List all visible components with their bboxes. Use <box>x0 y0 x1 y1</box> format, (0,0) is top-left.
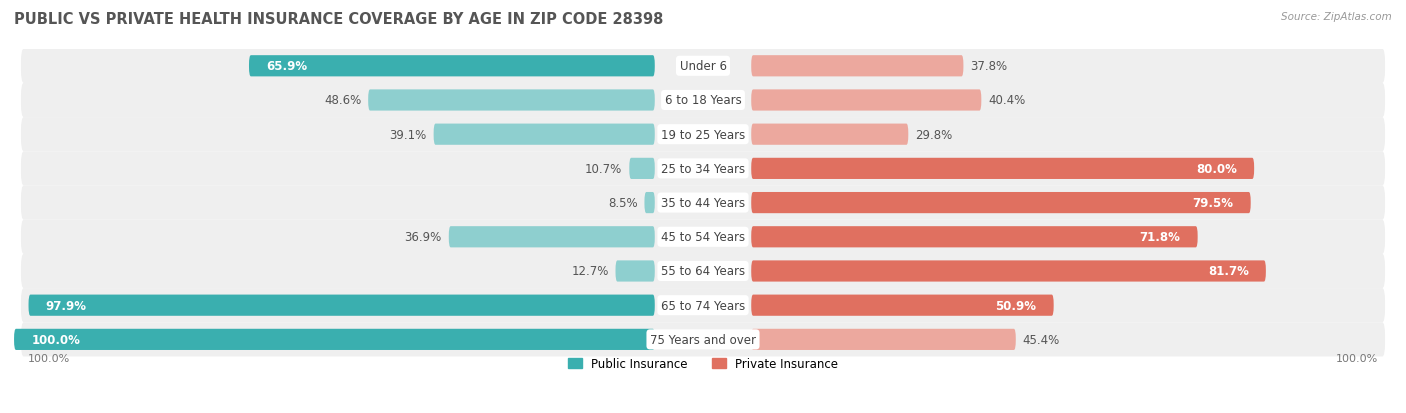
Text: 97.9%: 97.9% <box>46 299 87 312</box>
Text: 100.0%: 100.0% <box>28 353 70 363</box>
Text: 8.5%: 8.5% <box>607 197 637 209</box>
Text: 36.9%: 36.9% <box>405 231 441 244</box>
FancyBboxPatch shape <box>21 220 1385 254</box>
FancyBboxPatch shape <box>449 227 655 248</box>
Text: 100.0%: 100.0% <box>1336 353 1378 363</box>
FancyBboxPatch shape <box>751 159 1254 180</box>
FancyBboxPatch shape <box>14 329 655 350</box>
FancyBboxPatch shape <box>249 56 655 77</box>
Text: PUBLIC VS PRIVATE HEALTH INSURANCE COVERAGE BY AGE IN ZIP CODE 28398: PUBLIC VS PRIVATE HEALTH INSURANCE COVER… <box>14 12 664 27</box>
Text: 37.8%: 37.8% <box>970 60 1008 73</box>
Text: 39.1%: 39.1% <box>389 128 427 141</box>
FancyBboxPatch shape <box>21 118 1385 152</box>
Legend: Public Insurance, Private Insurance: Public Insurance, Private Insurance <box>568 357 838 370</box>
Text: 65.9%: 65.9% <box>266 60 308 73</box>
FancyBboxPatch shape <box>751 124 908 145</box>
Text: 80.0%: 80.0% <box>1197 162 1237 176</box>
FancyBboxPatch shape <box>751 227 1198 248</box>
FancyBboxPatch shape <box>21 288 1385 323</box>
FancyBboxPatch shape <box>630 159 655 180</box>
FancyBboxPatch shape <box>644 192 655 214</box>
FancyBboxPatch shape <box>751 261 1265 282</box>
FancyBboxPatch shape <box>21 84 1385 118</box>
FancyBboxPatch shape <box>751 56 963 77</box>
Text: 40.4%: 40.4% <box>988 94 1025 107</box>
Text: 35 to 44 Years: 35 to 44 Years <box>661 197 745 209</box>
Text: 100.0%: 100.0% <box>31 333 80 346</box>
Text: 45 to 54 Years: 45 to 54 Years <box>661 231 745 244</box>
FancyBboxPatch shape <box>751 329 1015 350</box>
FancyBboxPatch shape <box>751 90 981 112</box>
Text: Source: ZipAtlas.com: Source: ZipAtlas.com <box>1281 12 1392 22</box>
Text: 79.5%: 79.5% <box>1192 197 1233 209</box>
FancyBboxPatch shape <box>21 50 1385 84</box>
Text: 50.9%: 50.9% <box>995 299 1036 312</box>
FancyBboxPatch shape <box>21 152 1385 186</box>
Text: 48.6%: 48.6% <box>323 94 361 107</box>
FancyBboxPatch shape <box>368 90 655 112</box>
FancyBboxPatch shape <box>21 323 1385 356</box>
FancyBboxPatch shape <box>28 295 655 316</box>
Text: 71.8%: 71.8% <box>1139 231 1181 244</box>
Text: 75 Years and over: 75 Years and over <box>650 333 756 346</box>
Text: Under 6: Under 6 <box>679 60 727 73</box>
FancyBboxPatch shape <box>433 124 655 145</box>
FancyBboxPatch shape <box>751 295 1053 316</box>
Text: 81.7%: 81.7% <box>1208 265 1249 278</box>
Text: 45.4%: 45.4% <box>1022 333 1060 346</box>
Text: 19 to 25 Years: 19 to 25 Years <box>661 128 745 141</box>
FancyBboxPatch shape <box>751 192 1251 214</box>
Text: 29.8%: 29.8% <box>915 128 952 141</box>
Text: 65 to 74 Years: 65 to 74 Years <box>661 299 745 312</box>
Text: 12.7%: 12.7% <box>571 265 609 278</box>
FancyBboxPatch shape <box>21 186 1385 220</box>
Text: 6 to 18 Years: 6 to 18 Years <box>665 94 741 107</box>
FancyBboxPatch shape <box>21 254 1385 288</box>
Text: 25 to 34 Years: 25 to 34 Years <box>661 162 745 176</box>
Text: 10.7%: 10.7% <box>585 162 623 176</box>
FancyBboxPatch shape <box>616 261 655 282</box>
Text: 55 to 64 Years: 55 to 64 Years <box>661 265 745 278</box>
